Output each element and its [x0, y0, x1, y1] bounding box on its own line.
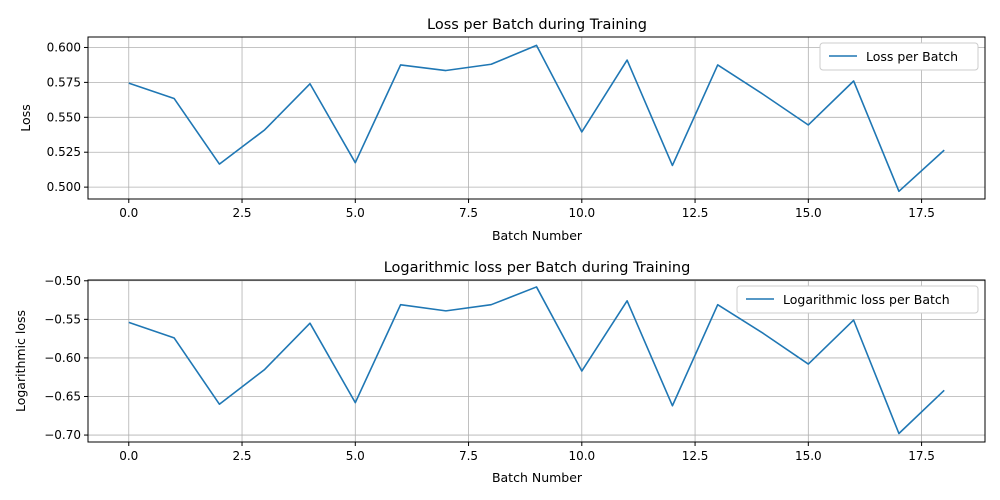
y-tick-label: −0.70	[44, 428, 81, 442]
y-tick-label: 0.600	[47, 40, 81, 54]
x-tick-label: 5.0	[346, 206, 365, 220]
x-tick-label: 10.0	[568, 206, 595, 220]
legend-entry: Logarithmic loss per Batch	[783, 292, 950, 307]
x-tick-label: 15.0	[795, 449, 822, 463]
legend-box	[736, 285, 979, 314]
y-tick-label: 0.575	[47, 75, 81, 89]
x-tick-label: 12.5	[682, 449, 709, 463]
y-tick-label: −0.60	[44, 351, 81, 365]
x-tick-label: 15.0	[795, 206, 822, 220]
y-tick-label: −0.50	[44, 274, 81, 288]
x-tick-label: 12.5	[682, 206, 709, 220]
legend: Loss per Batch	[819, 42, 979, 71]
loss-chart: Loss per Batch during Training 0.0 2.5 5.0…	[18, 17, 986, 243]
x-axis-label: Batch Number	[492, 470, 583, 485]
series-line	[128, 44, 945, 193]
x-tick-label: 0.0	[119, 449, 138, 463]
plot-frame	[87, 36, 986, 200]
chart-title: Loss per Batch during Training	[427, 17, 647, 33]
y-tick-label: 0.550	[47, 110, 81, 124]
x-tick-label: 17.5	[908, 206, 935, 220]
y-tick-label: 0.525	[47, 145, 81, 159]
plot-frame	[87, 279, 986, 443]
x-tick-label: 0.0	[119, 206, 138, 220]
y-tick-label: −0.55	[44, 312, 81, 326]
x-tick-label: 17.5	[908, 449, 935, 463]
log-loss-chart: Logarithmic loss per Batch during Traini…	[13, 260, 986, 485]
legend-entry: Loss per Batch	[866, 49, 958, 64]
legend-box	[819, 42, 979, 71]
y-tick-label: 0.500	[47, 180, 81, 194]
x-tick-label: 5.0	[346, 449, 365, 463]
legend: Logarithmic loss per Batch	[736, 285, 979, 314]
y-axis-label: Logarithmic loss	[13, 310, 28, 412]
chart-title: Logarithmic loss per Batch during Traini…	[384, 260, 691, 276]
x-tick-label: 2.5	[232, 449, 251, 463]
x-axis-label: Batch Number	[492, 228, 583, 243]
x-tick-label: 2.5	[232, 206, 251, 220]
series-line	[128, 286, 945, 435]
x-tick-label: 7.5	[459, 449, 478, 463]
y-axis-label: Loss	[18, 104, 33, 131]
y-tick-label: −0.65	[44, 389, 81, 403]
x-tick-label: 7.5	[459, 206, 478, 220]
x-tick-label: 10.0	[568, 449, 595, 463]
